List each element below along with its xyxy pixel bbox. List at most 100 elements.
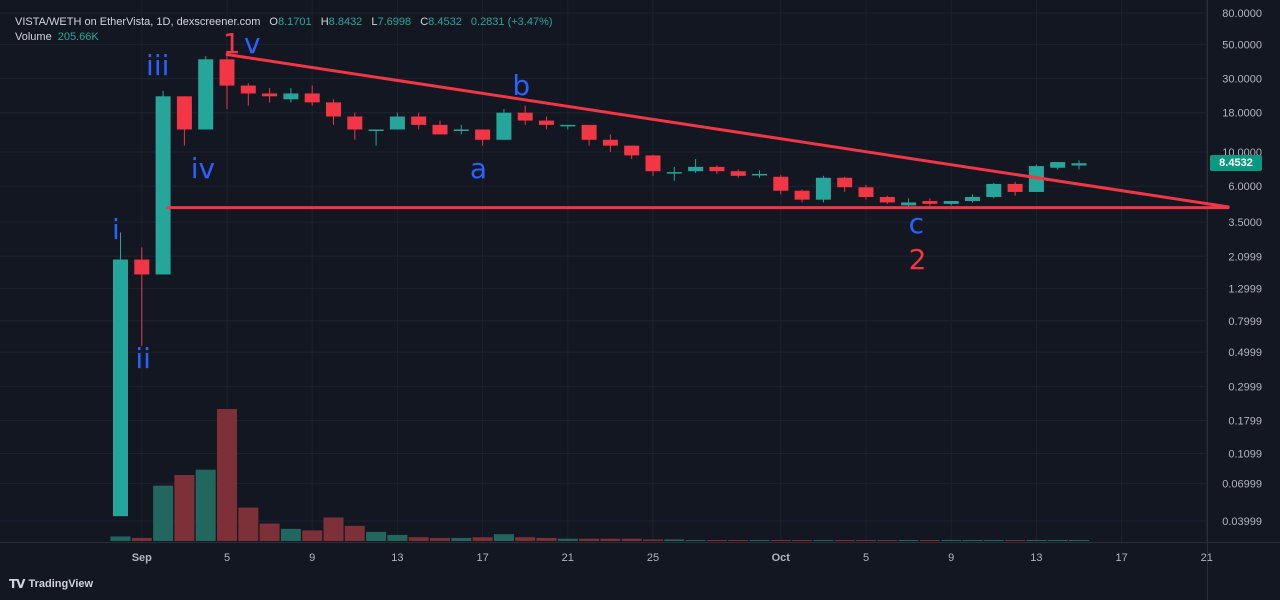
candle-body xyxy=(219,59,235,86)
candle-body xyxy=(581,124,597,140)
y-tick-label: 0.7999 xyxy=(1228,316,1262,328)
wave-label: ii xyxy=(135,342,151,376)
y-tick-label: 0.1799 xyxy=(1228,416,1262,428)
x-tick-label: Sep xyxy=(132,552,152,564)
volume-bar xyxy=(1069,540,1089,541)
y-tick-label: 50.0000 xyxy=(1222,39,1262,51)
time-axis[interactable]: Sep 5 9 13 17 21 25 Oct 5 9 13 17 21 xyxy=(132,552,1213,564)
wave-label: iv xyxy=(190,151,216,185)
candle-body xyxy=(155,96,171,275)
volume-bar xyxy=(962,540,983,541)
legend-close-label: C xyxy=(420,16,429,28)
y-tick-label: 30.0000 xyxy=(1222,74,1262,86)
wave-label: iii xyxy=(146,49,170,83)
candle-body xyxy=(837,177,853,188)
candle-body xyxy=(943,201,959,204)
candle-body xyxy=(965,196,980,202)
y-tick-label: 0.2999 xyxy=(1228,381,1262,393)
volume-bar xyxy=(600,538,621,541)
legend-volume-row: Volume 205.66K xyxy=(15,30,553,45)
x-tick-label: 5 xyxy=(224,552,230,564)
volume-bar xyxy=(280,528,301,541)
wave-label: 1 xyxy=(222,27,241,61)
y-tick-label: 6.0000 xyxy=(1228,181,1262,193)
candle-body xyxy=(475,129,491,140)
legend-symbol[interactable]: VISTA/WETH on EtherVista, 1D, dexscreene… xyxy=(15,16,261,28)
chart-legend: VISTA/WETH on EtherVista, 1D, dexscreene… xyxy=(15,15,553,45)
volume-bar xyxy=(877,540,898,541)
candle-body xyxy=(389,116,405,130)
volume-bar xyxy=(1005,540,1026,541)
price-axis[interactable]: 80.000050.000030.000018.000010.00006.000… xyxy=(1222,8,1262,528)
candle-body xyxy=(326,102,341,117)
volume-bar xyxy=(685,540,706,541)
legend-low: 7.6998 xyxy=(377,16,412,28)
volume-bar xyxy=(898,540,919,541)
y-tick-label: 2.0999 xyxy=(1228,251,1262,263)
candle-body xyxy=(602,139,618,146)
volume-bar xyxy=(919,540,940,541)
volume-bar xyxy=(728,540,749,541)
legend-low-label: L xyxy=(371,16,378,28)
x-tick-label: 9 xyxy=(948,552,954,564)
volume-bar xyxy=(110,536,131,541)
volume-bar xyxy=(238,507,259,541)
volume-bar xyxy=(1047,540,1068,541)
volume-bar xyxy=(153,485,174,541)
candle-body xyxy=(517,112,533,121)
candle-body xyxy=(645,155,661,172)
volume-bar xyxy=(706,540,727,541)
y-tick-label: 0.06999 xyxy=(1222,479,1262,491)
volume-bar xyxy=(515,537,536,541)
volume-bar xyxy=(259,523,280,541)
y-tick-label: 0.1099 xyxy=(1228,448,1262,460)
volume-bar xyxy=(195,469,216,541)
wave-label: i xyxy=(111,213,120,247)
volume-bar xyxy=(941,540,962,541)
x-tick-label: Oct xyxy=(772,552,791,564)
volume-bar xyxy=(621,538,642,541)
volume-bar xyxy=(408,537,429,541)
legend-open-label: O xyxy=(269,16,278,28)
volume-bar xyxy=(770,540,791,541)
candle-body xyxy=(560,124,576,127)
y-tick-label: 3.5000 xyxy=(1228,217,1262,229)
wave-label: 2 xyxy=(908,242,927,276)
candle-body xyxy=(773,176,789,191)
volume-bar xyxy=(579,538,600,541)
candle-body xyxy=(624,145,640,156)
candle-body xyxy=(815,177,831,200)
volume-bar xyxy=(856,540,876,541)
volume-bar xyxy=(813,540,834,541)
volume-bar xyxy=(366,531,387,541)
x-tick-label: 13 xyxy=(1030,552,1042,564)
y-tick-label: 18.0000 xyxy=(1222,108,1262,120)
x-tick-label: 21 xyxy=(562,552,574,564)
trendline[interactable] xyxy=(225,52,1230,209)
candle-body xyxy=(858,187,874,197)
candle-body xyxy=(1050,162,1066,168)
candle-body xyxy=(922,201,938,204)
candle-body xyxy=(730,171,746,176)
y-tick-label: 1.2999 xyxy=(1228,283,1262,295)
candle-body xyxy=(432,124,448,135)
candle-body xyxy=(134,259,150,275)
y-tick-label: 80.0000 xyxy=(1222,8,1262,20)
volume-bar xyxy=(557,538,578,541)
candle-body xyxy=(666,172,682,174)
volume-bar xyxy=(451,537,472,541)
volume-bar xyxy=(792,540,813,541)
last-price-tag: 8.4532 xyxy=(1210,155,1262,171)
volume-bar xyxy=(643,539,663,541)
candle-body xyxy=(368,129,384,131)
tradingview-brand[interactable]: TV TradingView xyxy=(9,577,93,591)
candle-body xyxy=(879,196,895,203)
candle-body xyxy=(347,116,363,130)
candle-body xyxy=(1007,183,1023,192)
candle-body xyxy=(709,166,725,172)
candle-body xyxy=(752,173,767,176)
legend-high: 8.8432 xyxy=(328,16,363,28)
legend-volume: 205.66K xyxy=(57,31,99,43)
